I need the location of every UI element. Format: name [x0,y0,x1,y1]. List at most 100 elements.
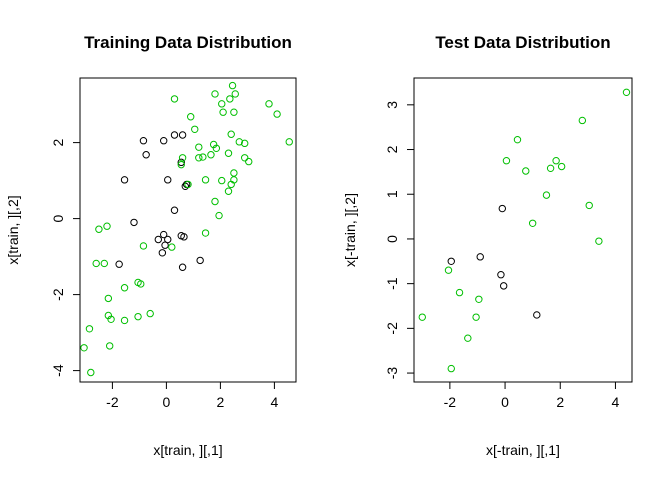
training-point-black [178,131,187,139]
training-point-green [168,243,176,251]
training-point-black [130,218,138,227]
test-point-black [499,282,508,290]
training-y-tick-label: 0 [50,214,66,222]
training-y-tick-label: 2 [50,138,66,146]
training-point-green [241,154,249,162]
test-point-green [585,201,593,210]
training-x-tick-label: 0 [163,394,171,410]
test-point-green [557,162,566,171]
training-point-green [107,315,115,323]
training-point-green [215,211,223,220]
training-point-green [103,222,111,230]
test-y-tick-label: -2 [384,322,400,335]
training-point-green [230,169,238,177]
training-point-green [201,229,210,237]
training-chart-title: Training Data Distribution [84,33,292,52]
test-y-tick-label: -3 [384,367,400,380]
test-point-green [552,157,560,165]
training-point-green [265,100,273,108]
test-y-tick-label: 3 [384,101,400,109]
training-y-axis: -4 -2 0 2 [50,138,80,377]
training-point-green [184,180,192,189]
training-point-green [219,108,227,116]
training-x-tick-label: -2 [106,394,119,410]
training-point-black [139,137,148,145]
test-point-green [502,157,511,165]
test-point-green [528,219,537,227]
training-point-green [137,280,145,288]
training-point-black [161,241,169,249]
training-scatter-panel: Training Data Distribution x[train, ][,1… [5,33,297,458]
training-point-green [170,95,179,103]
training-point-green [199,153,207,161]
test-point-green [475,295,483,303]
training-point-black [160,230,168,239]
training-point-black [164,176,172,184]
training-point-green [104,294,113,303]
training-point-black [154,235,163,244]
training-point-green [80,344,88,352]
training-point-green [273,110,281,118]
test-point-green [578,116,587,125]
training-point-black [142,151,150,159]
test-point-green [444,266,453,274]
test-point-green [622,88,631,97]
training-point-green [226,95,234,103]
training-point-black [177,158,185,167]
training-point-green [227,180,235,189]
training-point-green [224,187,233,195]
training-y-tick-label: -4 [50,364,66,377]
training-point-green [224,149,233,157]
test-point-green [513,135,522,144]
training-y-axis-label: x[train, ][,2] [5,195,21,264]
training-point-green [207,151,215,159]
training-point-green [100,259,109,268]
training-point-green [139,242,148,250]
test-y-tick-label: 1 [384,190,400,198]
training-point-green [235,138,244,146]
training-point-green [218,176,226,185]
test-y-tick-label: 2 [384,145,400,153]
test-scatter-panel: Test Data Distribution x[-train, ][,1] x… [342,33,633,458]
test-point-green [418,313,426,321]
training-point-green [120,316,129,325]
training-point-green [191,125,199,134]
training-point-green [85,325,94,333]
training-point-green [120,284,129,292]
training-point-black [158,249,167,257]
test-point-black [476,253,484,261]
training-point-green [245,157,253,166]
training-point-green [218,100,226,108]
training-points [80,81,293,377]
test-point-green [546,164,555,173]
training-point-green [228,81,237,90]
test-point-black [447,257,455,265]
training-point-green [178,154,187,162]
training-point-green [230,108,238,116]
test-point-green [542,191,551,199]
training-point-green [177,160,185,169]
test-x-tick-label: -2 [444,394,457,410]
training-point-green [211,197,219,206]
test-x-tick-label: 0 [501,394,509,410]
training-point-black [170,206,179,214]
training-point-black [170,131,179,139]
training-plot-frame [79,77,297,383]
training-point-green [231,90,239,98]
test-point-green [522,167,530,175]
test-points [418,88,631,373]
training-point-black [160,137,168,145]
training-x-tick-label: 2 [217,394,225,410]
test-point-green [447,364,455,373]
test-y-tick-label: 0 [384,235,400,243]
training-x-axis-label: x[train, ][,1] [153,442,222,458]
training-point-green [195,143,203,151]
training-point-green [241,139,249,148]
training-point-black [180,233,188,241]
training-point-green [195,154,203,162]
test-y-axis-label: x[-train, ][,2] [342,193,358,267]
training-x-axis: -2 0 2 4 [106,382,279,410]
training-point-green [285,138,293,146]
test-x-axis: -2 0 2 4 [444,382,620,410]
